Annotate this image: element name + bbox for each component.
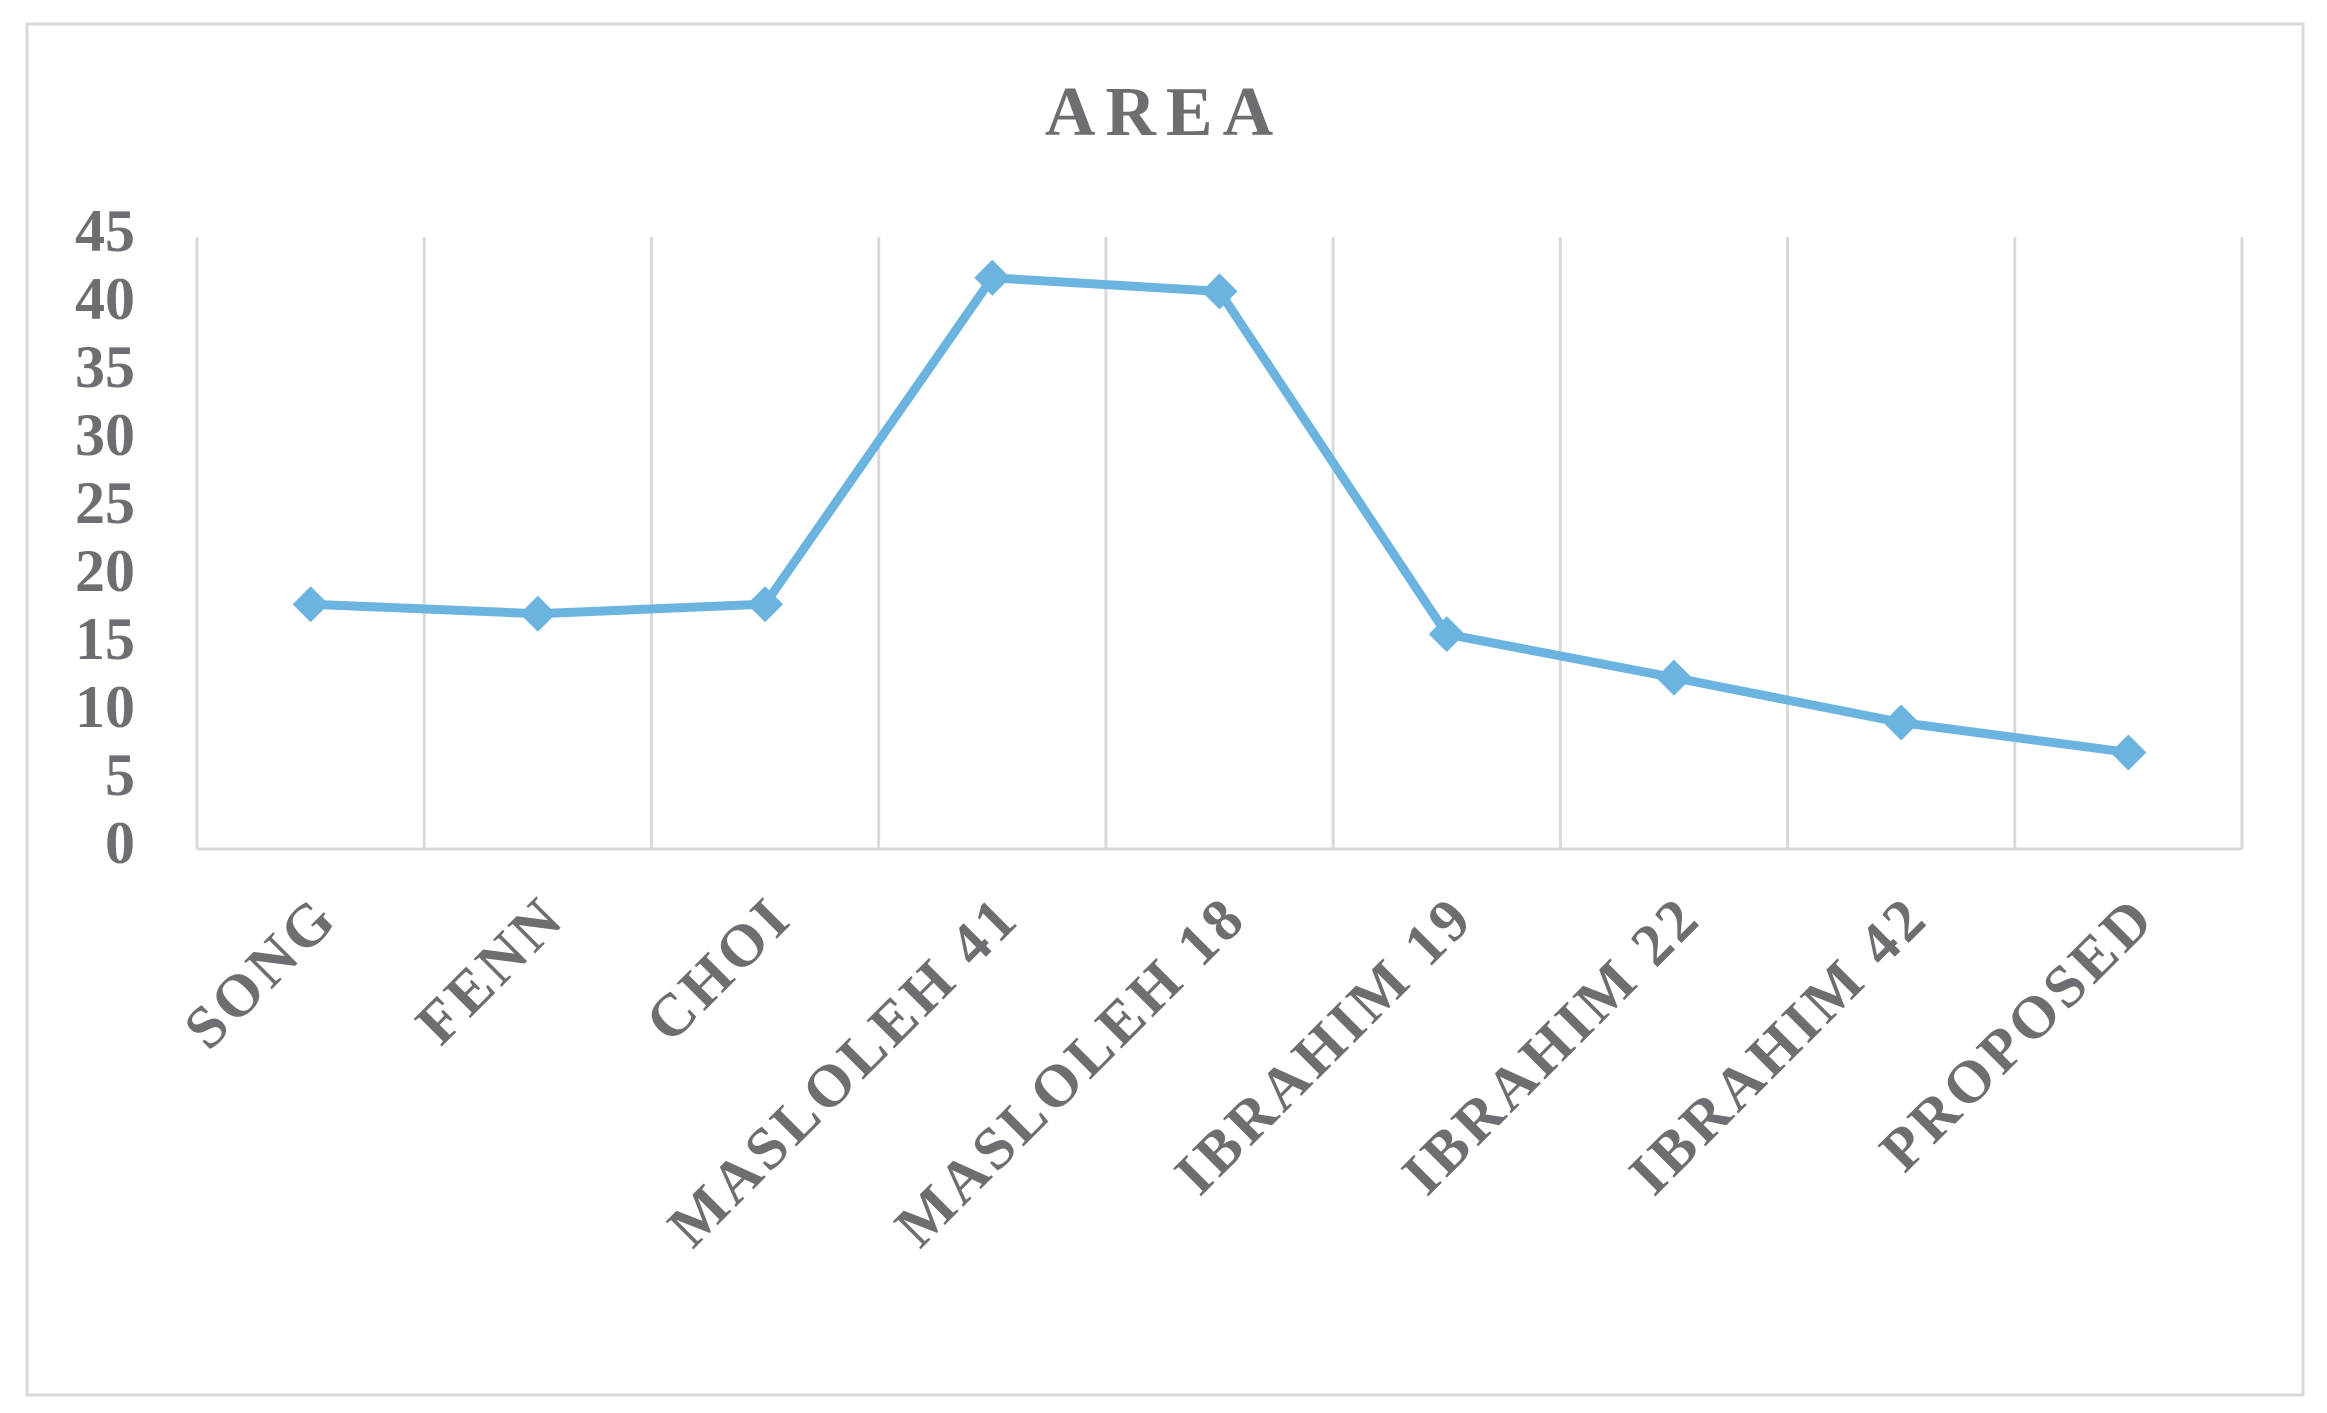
marker [1655,659,1692,696]
y-tick-label: 35 [75,334,135,400]
marker [519,595,556,632]
marker [747,586,784,623]
marker [1201,273,1238,310]
marker [1428,616,1465,653]
y-tick-label: 10 [75,674,135,740]
y-tick-label: 20 [75,538,135,604]
chart-title: AREA [1045,74,1283,151]
chart-frame [25,22,2305,1397]
y-tick-label: 45 [75,198,135,264]
marker [292,586,329,623]
y-tick-label: 15 [75,606,135,672]
marker [2110,734,2147,771]
y-tick-label: 40 [75,266,135,332]
y-tick-label: 5 [105,742,135,808]
y-tick-label: 30 [75,402,135,468]
y-tick-label: 0 [105,810,135,876]
y-tick-label: 25 [75,470,135,536]
marker [974,259,1011,296]
marker [1883,704,1920,741]
